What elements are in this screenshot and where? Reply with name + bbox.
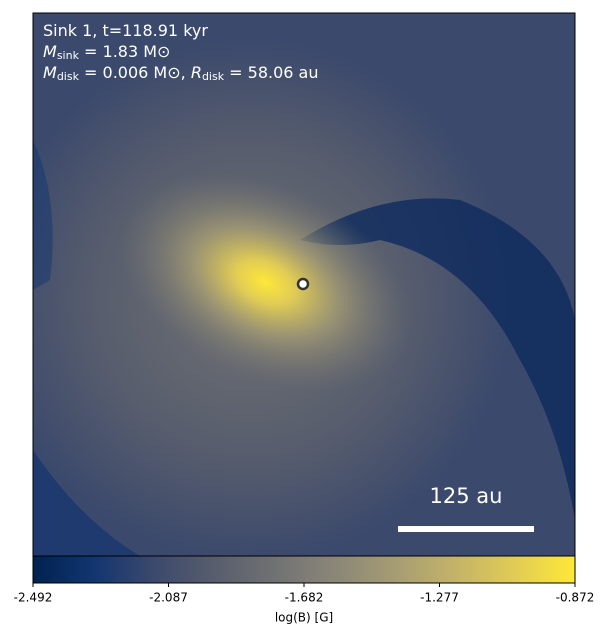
annotation-line: Msink = 1.83 M⊙ <box>43 42 170 63</box>
subscript: disk <box>202 70 225 83</box>
symbol: R <box>191 63 202 82</box>
tick-label: -0.872 <box>556 591 595 605</box>
subscript: sink <box>57 49 80 62</box>
symbol: M <box>43 63 57 82</box>
text: Sink 1, t=118.91 kyr <box>43 21 208 40</box>
tick-label: -1.682 <box>285 591 324 605</box>
tick-label: -1.277 <box>420 591 459 605</box>
sink-marker <box>296 277 310 291</box>
scale-bar-label: 125 au <box>430 484 503 508</box>
text: = 1.83 M⊙ <box>79 42 171 61</box>
annotation-line: Mdisk = 0.006 M⊙, Rdisk = 58.06 au <box>43 63 319 84</box>
text: = 58.06 au <box>224 63 318 82</box>
colorbar-label: log(B) [G] <box>275 611 333 625</box>
symbol: M <box>43 42 57 61</box>
tick-label: -2.492 <box>14 591 53 605</box>
annotation-line: Sink 1, t=118.91 kyr <box>43 21 208 40</box>
subscript: disk <box>57 70 80 83</box>
colorbar <box>32 555 576 584</box>
colorbar-ticks: -2.492 -2.087 -1.682 -1.277 -0.872 <box>14 583 595 605</box>
tick-label: -2.087 <box>149 591 188 605</box>
text: = 0.006 M⊙, <box>79 63 191 82</box>
